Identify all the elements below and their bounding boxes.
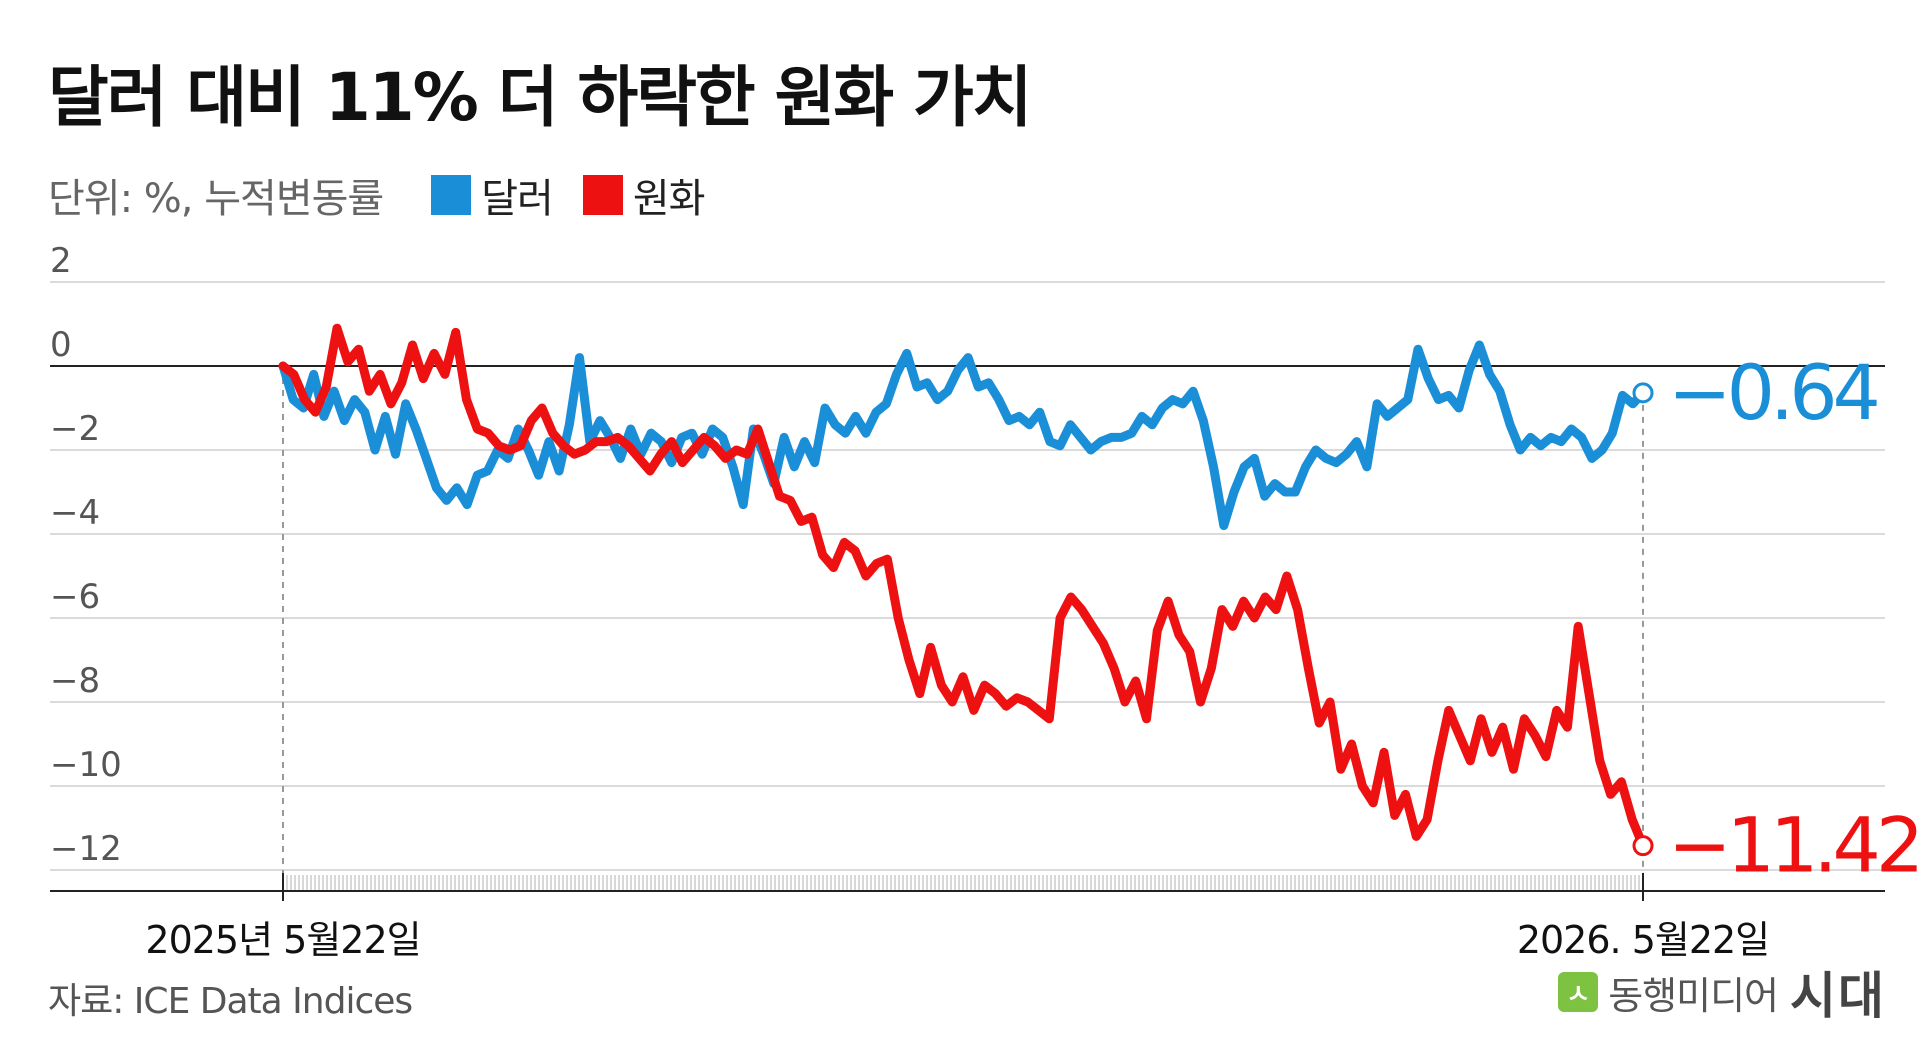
brand-tag: 시대	[1790, 967, 1886, 1025]
source-note: 자료: ICE Data Indices	[48, 981, 413, 1022]
legend-label-dollar: 달러	[481, 176, 554, 222]
end-marker-won	[1632, 835, 1654, 857]
end-label-dollar: −0.64	[1668, 348, 1878, 437]
y-tick-label: −12	[50, 829, 122, 869]
y-tick-label: −8	[50, 661, 100, 701]
y-tick-label: −10	[50, 745, 122, 785]
end-marker-dollar	[1632, 382, 1654, 404]
legend-swatch-dollar	[431, 175, 472, 215]
y-tick-label: −6	[50, 577, 100, 617]
legend-item-dollar: 달러	[431, 166, 554, 224]
y-tick-label: −4	[50, 493, 100, 533]
series-line-won	[278, 323, 1648, 851]
y-tick-label: 2	[50, 241, 72, 281]
y-tick-label: 0	[50, 325, 72, 365]
y-tick-label: −2	[50, 409, 100, 449]
brand-logo: ㅅ 동행미디어 시대	[1558, 962, 1886, 1025]
chart-title: 달러 대비 11% 더 하락한 원화 가치	[48, 59, 1032, 136]
x-label-start: 2025년 5월22일	[145, 918, 420, 962]
x-label-end: 2026. 5월22일	[1517, 918, 1769, 962]
legend-swatch-won	[582, 175, 623, 215]
legend-row: 단위: %, 누적변동률 달러 원화	[48, 168, 734, 222]
end-label-won: −11.42	[1668, 801, 1919, 890]
unit-label: 단위: %, 누적변동률	[48, 176, 384, 222]
legend-item-won: 원화	[582, 166, 706, 224]
brand-mark-icon: ㅅ	[1558, 972, 1599, 1012]
brand-name: 동행미디어	[1608, 973, 1779, 1018]
legend-label-won: 원화	[632, 176, 706, 222]
